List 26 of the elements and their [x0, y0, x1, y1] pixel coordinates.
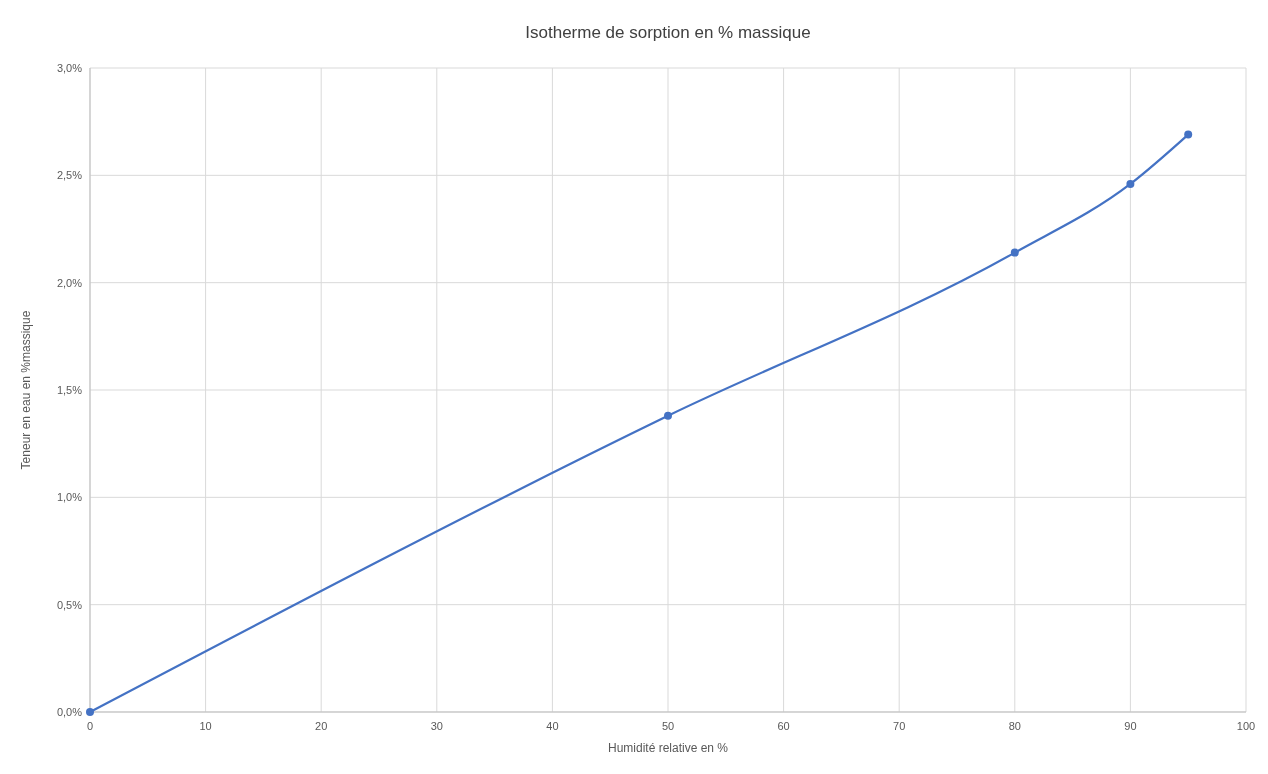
y-tick-label: 0,0% — [56, 706, 83, 718]
point — [86, 708, 94, 716]
x-tick-label: 10 — [199, 720, 212, 732]
x-tick-label: 100 — [1236, 720, 1256, 732]
x-tick-label: 70 — [893, 720, 906, 732]
point — [664, 411, 672, 420]
y-tick-label: 1,0% — [56, 491, 83, 504]
x-tick-label: 90 — [1124, 720, 1137, 732]
y-tick-label: 2,5% — [56, 169, 83, 182]
x-axis-title: Humidité relative en % — [607, 741, 729, 755]
x-tick-label: 80 — [1008, 720, 1021, 732]
chart-title: Isotherme de sorption en % massique — [525, 23, 811, 42]
x-tick-label: 40 — [546, 720, 559, 732]
x-tick-label: 50 — [661, 720, 675, 732]
y-tick-label: 1,5% — [56, 384, 83, 396]
point — [1010, 248, 1019, 257]
point — [1184, 130, 1193, 139]
y-tick-label: 0,5% — [56, 598, 83, 611]
y-tick-label: 3,0% — [56, 62, 83, 74]
x-tick-label: 60 — [777, 720, 790, 732]
x-tick-label: 30 — [430, 720, 443, 732]
y-axis-title: Teneur en eau en %massique — [19, 310, 33, 470]
x-tick-label: 0 — [86, 720, 94, 732]
x-tick-label: 20 — [315, 720, 328, 732]
y-tick-label: 2,0% — [56, 276, 83, 289]
point — [1126, 179, 1135, 188]
